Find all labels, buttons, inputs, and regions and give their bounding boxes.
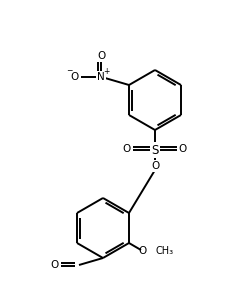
- Text: CH₃: CH₃: [155, 246, 173, 256]
- Text: O: O: [122, 144, 131, 153]
- Text: O: O: [96, 51, 105, 61]
- Text: O: O: [70, 72, 78, 82]
- Text: O: O: [51, 260, 59, 269]
- Text: O: O: [151, 161, 159, 171]
- Text: S: S: [151, 144, 158, 156]
- Text: O: O: [178, 144, 186, 153]
- Text: −: −: [66, 66, 72, 75]
- Text: +: +: [102, 68, 109, 77]
- Text: O: O: [138, 246, 146, 256]
- Text: N: N: [97, 72, 104, 82]
